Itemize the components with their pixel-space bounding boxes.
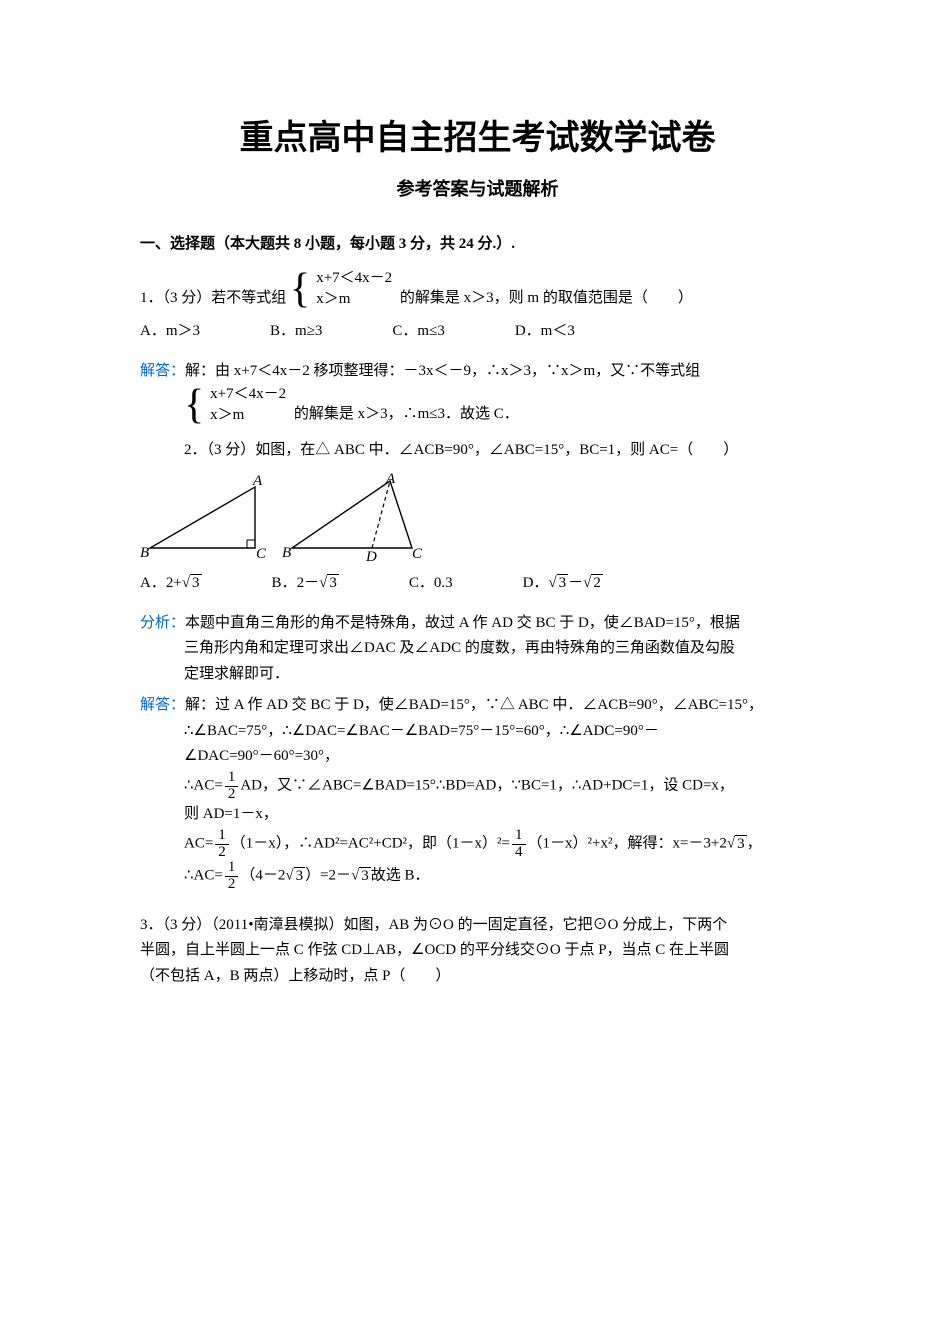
q1-brace-system: { x+7＜4x－2 x＞m	[290, 268, 396, 310]
triangle-abcd-figure: A B D C	[282, 473, 432, 563]
triangle-abc-figure: A B C	[140, 473, 270, 563]
q2-solution-label: 解答：	[140, 697, 185, 713]
svg-text:C: C	[412, 546, 423, 562]
q2-choice-c: C．0.3	[409, 571, 453, 597]
svg-text:B: B	[282, 545, 291, 561]
svg-text:C: C	[256, 546, 267, 562]
q2-s4: ∴AC=12AD，又∵∠ABC=∠BAD=15°∴BD=AD，∵BC=1，∴AD…	[140, 770, 815, 803]
q1-solution-label: 解答：	[140, 363, 185, 379]
main-title: 重点高中自主招生考试数学试卷	[140, 110, 815, 168]
q1-sys-line2: x＞m	[316, 289, 392, 310]
q1-choice-a: A．m＞3	[140, 319, 200, 345]
q1-solution-cont: { x+7＜4x－2 x＞m 的解集是 x＞3，∴m≤3．故选 C．	[140, 384, 815, 428]
q1-sys-line1: x+7＜4x－2	[316, 268, 392, 289]
q2-s5: 则 AD=1－x，	[140, 802, 815, 828]
q1-sol-tail: 的解集是 x＞3，∴m≤3．故选 C．	[294, 406, 519, 422]
section-1-header: 一、选择题（本大题共 8 小题，每小题 3 分，共 24 分.）.	[140, 232, 815, 258]
question-1: 1．（3 分）若不等式组 { x+7＜4x－2 x＞m 的解集是 x＞3，则 m…	[140, 268, 815, 428]
q2-figures: A B C A B D C	[140, 473, 815, 563]
q2-s3: ∠DAC=90°－60°=30°，	[140, 744, 815, 770]
q1-tail: 的解集是 x＞3，则 m 的取值范围是（ ）	[400, 290, 693, 306]
q1-brace-system-2: { x+7＜4x－2 x＞m	[184, 384, 290, 426]
q1-sol-line1: 解：由 x+7＜4x－2 移项整理得：－3x＜－9，∴x＞3，∵x＞m，又∵不等…	[185, 363, 700, 379]
q1-lead: 1．（3 分）若不等式组	[140, 290, 286, 306]
q2-an-l1: 本题中直角三角形的角不是特殊角，故过 A 作 AD 交 BC 于 D，使∠BAD…	[185, 615, 740, 631]
q3-line2: 半圆，自上半圆上一点 C 作弦 CD⊥AB，∠OCD 的平分线交⊙O 于点 P，…	[140, 938, 815, 964]
q1-stem: 1．（3 分）若不等式组 { x+7＜4x－2 x＞m 的解集是 x＞3，则 m…	[140, 268, 815, 312]
question-2: 2．（3 分）如图，在△ ABC 中．∠ACB=90°，∠ABC=15°，BC=…	[140, 438, 815, 464]
svg-text:D: D	[365, 549, 377, 563]
q2-stem: 2．（3 分）如图，在△ ABC 中．∠ACB=90°，∠ABC=15°，BC=…	[184, 438, 815, 464]
q2-s6: AC=12（1－x），∴AD²=AC²+CD²，即（1－x）²=14（1－x）²…	[140, 828, 815, 861]
svg-text:A: A	[385, 473, 396, 487]
q2-choice-b: B．2－√3	[272, 571, 339, 597]
q1-choices: A．m＞3 B．m≥3 C．m≤3 D．m＜3	[140, 319, 815, 345]
q1-solution: 解答：解：由 x+7＜4x－2 移项整理得：－3x＜－9，∴x＞3，∵x＞m，又…	[140, 359, 815, 385]
q1-choice-b: B．m≥3	[270, 319, 322, 345]
q3-line3: （不包括 A，B 两点）上移动时，点 P（ ）	[140, 964, 815, 990]
question-3: 3．（3 分）（2011•南漳县模拟）如图，AB 为⊙O 的一固定直径，它把⊙O…	[140, 913, 815, 990]
subtitle: 参考答案与试题解析	[140, 174, 815, 205]
q1-choice-d: D．m＜3	[515, 319, 575, 345]
q2-analysis: 分析：本题中直角三角形的角不是特殊角，故过 A 作 AD 交 BC 于 D，使∠…	[140, 611, 815, 637]
q3-line1: 3．（3 分）（2011•南漳县模拟）如图，AB 为⊙O 的一固定直径，它把⊙O…	[140, 913, 815, 939]
q2-analysis-label: 分析：	[140, 615, 185, 631]
q2-choice-a: A．2+√3	[140, 571, 202, 597]
q1-sys2-line2: x＞m	[210, 405, 286, 426]
q2-choices: A．2+√3 B．2－√3 C．0.3 D．√3－√2	[140, 571, 815, 597]
q2-s7: ∴AC=12（4－2√3）=2－√3故选 B．	[140, 860, 815, 893]
q1-choice-c: C．m≤3	[392, 319, 444, 345]
q2-an-l2: 三角形内角和定理可求出∠DAC 及∠ADC 的度数，再由特殊角的三角函数值及勾股	[140, 636, 815, 662]
svg-text:B: B	[140, 545, 149, 561]
q2-an-l3: 定理求解即可．	[140, 662, 815, 688]
svg-text:A: A	[252, 473, 263, 489]
q2-solution: 解答：解：过 A 作 AD 交 BC 于 D，使∠BAD=15°，∵△ ABC …	[140, 693, 815, 719]
q2-choice-d: D．√3－√2	[523, 571, 603, 597]
q2-s1: 解：过 A 作 AD 交 BC 于 D，使∠BAD=15°，∵△ ABC 中．∠…	[185, 697, 763, 713]
q2-s2: ∴∠BAC=75°，∴∠DAC=∠BAC－∠BAD=75°－15°=60°，∴∠…	[140, 719, 815, 745]
q1-sys2-line1: x+7＜4x－2	[210, 384, 286, 405]
